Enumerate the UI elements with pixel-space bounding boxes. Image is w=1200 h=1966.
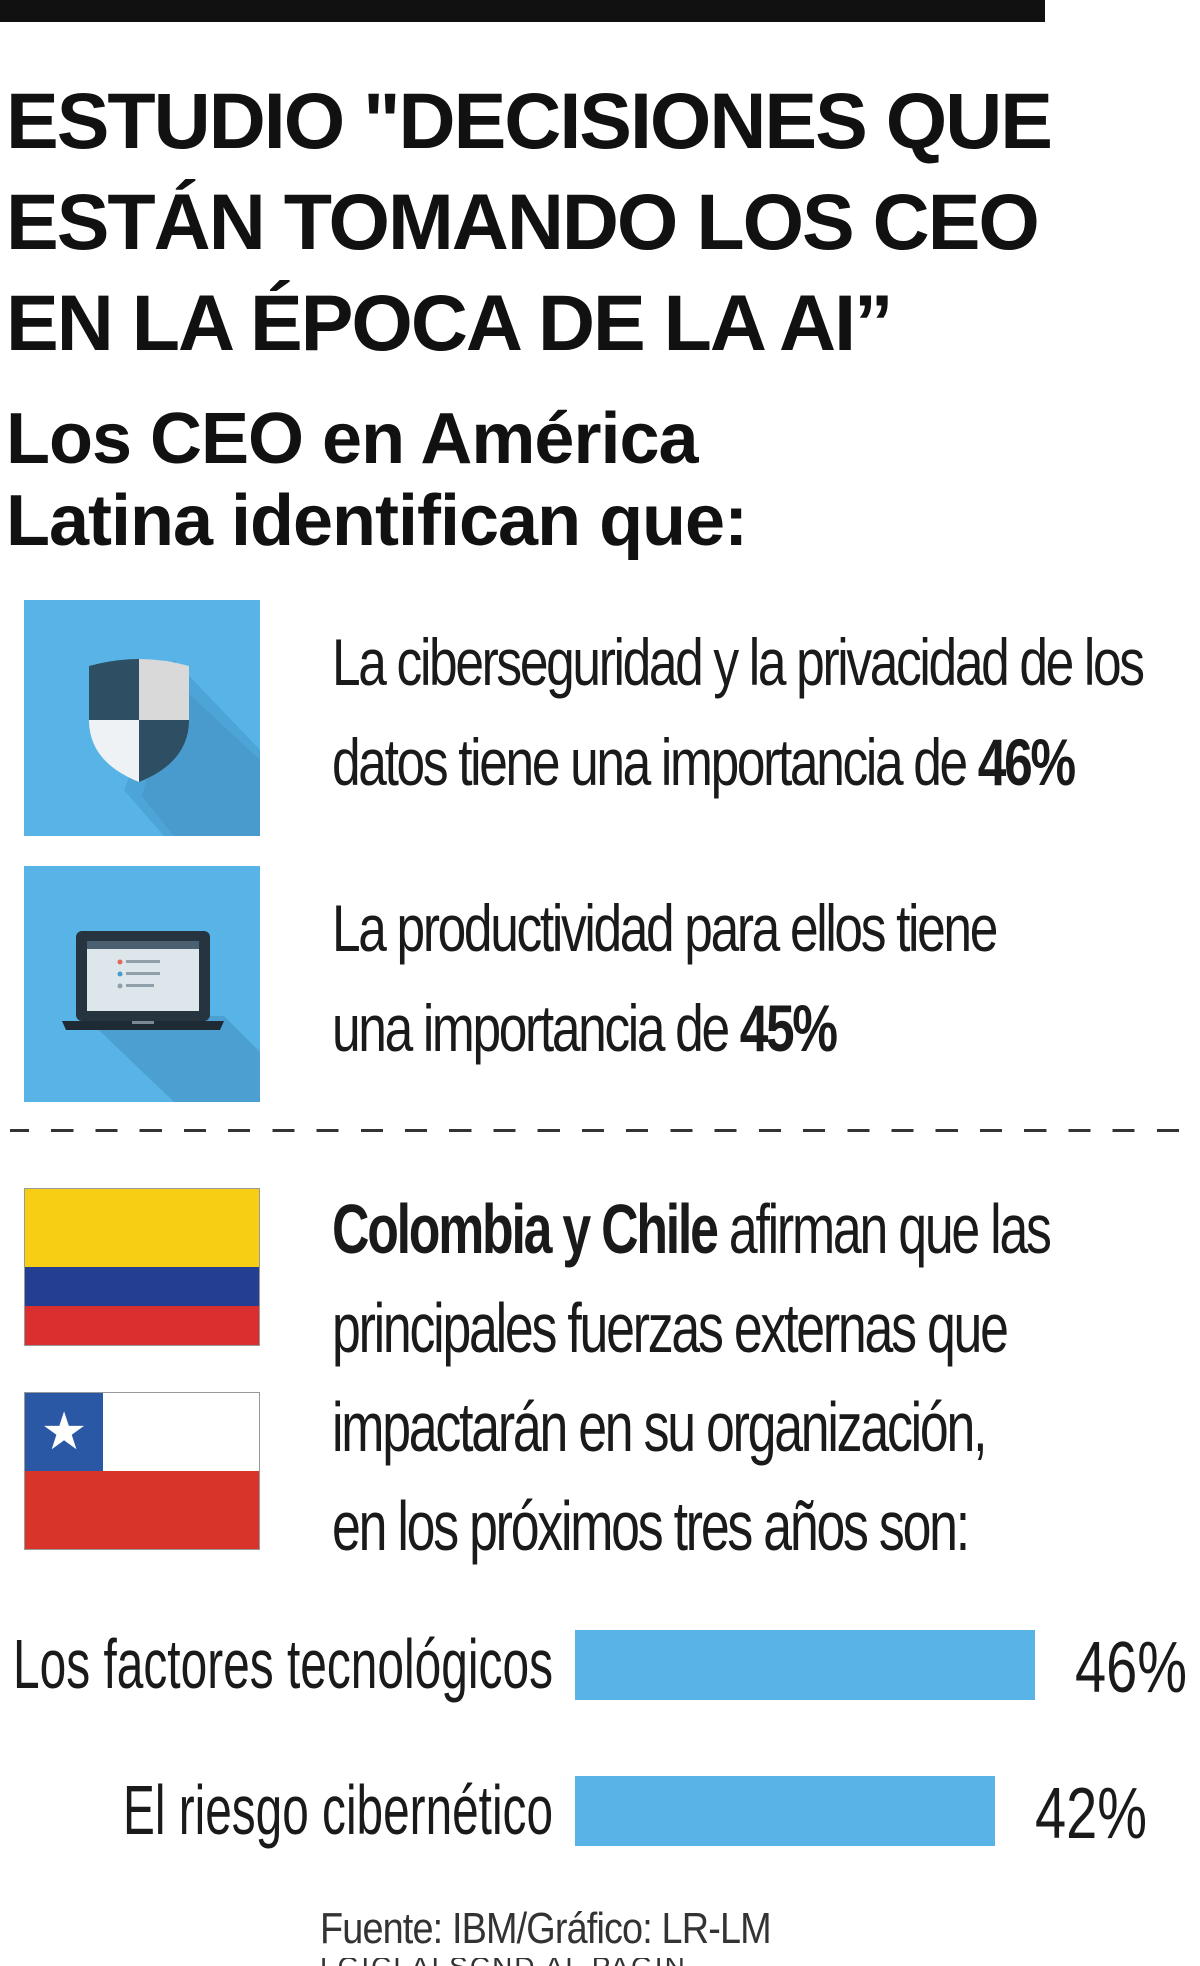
- subtitle-line: Los CEO en América: [6, 399, 699, 479]
- bar-chart: Los factores tecnológicos 46% El riesgo ci…: [13, 1625, 1187, 1854]
- stat-text: una importancia de: [332, 991, 740, 1065]
- stat-value: 46%: [977, 725, 1076, 799]
- countries-bold: Colombia y Chile: [332, 1190, 719, 1268]
- title-line: EN LA ÉPOCA DE LA AI”: [6, 278, 894, 367]
- page-title: ESTUDIO "DECISIONES QUE ESTÁN TOMANDO LO…: [6, 70, 1086, 373]
- colombia-flag: [24, 1188, 260, 1346]
- stat-cybersecurity: La ciberseguridad y la privacidad de los…: [332, 612, 1145, 812]
- chile-flag: ★: [24, 1392, 260, 1550]
- clipped-footer-text: LGICLALSCND AL PAGIN...: [320, 1958, 880, 1966]
- para-line: principales fuerzas externas que: [332, 1289, 1009, 1367]
- star-icon: ★: [40, 1402, 88, 1462]
- source-note: Fuente: IBM/Gráfico: LR-LM: [320, 1904, 772, 1953]
- stat-line: La productividad para ellos tiene: [332, 891, 998, 965]
- para-text: afirman que las: [716, 1190, 1052, 1268]
- stat-value: 45%: [739, 991, 838, 1065]
- subtitle-line: Latina identifican que:: [6, 481, 748, 561]
- stat-line: datos tiene una importancia de 46%: [332, 712, 1076, 812]
- shield-icon: [24, 600, 260, 836]
- title-line: ESTUDIO "DECISIONES QUE: [6, 76, 1053, 165]
- bar-category-label: Los factores tecnológicos: [13, 1625, 553, 1703]
- bar-category-label: El riesgo cibernético: [123, 1771, 553, 1849]
- subtitle: Los CEO en América Latina identifican qu…: [6, 398, 1106, 562]
- bar: [575, 1630, 1035, 1700]
- stat-productivity: La productividad para ellos tiene una im…: [332, 878, 1003, 1078]
- countries-paragraph: Colombia y Chile afirman que las princip…: [332, 1180, 1146, 1576]
- stat-line: La ciberseguridad y la privacidad de los: [332, 625, 1145, 699]
- stat-text: datos tiene una importancia de: [332, 725, 978, 799]
- para-line: impactarán en su organización,: [332, 1388, 987, 1466]
- laptop-icon: [24, 866, 260, 1102]
- bar: [575, 1776, 995, 1846]
- top-rule: [0, 0, 1045, 22]
- stat-line: una importancia de 45%: [332, 978, 1003, 1078]
- bar-value-label: 42%: [1035, 1774, 1147, 1854]
- title-line: ESTÁN TOMANDO LOS CEO: [6, 177, 1040, 266]
- para-line: Colombia y Chile afirman que las: [332, 1180, 1146, 1279]
- dashed-divider: [10, 1129, 1190, 1132]
- bar-value-label: 46%: [1075, 1628, 1187, 1708]
- para-line: en los próximos tres años son:: [332, 1487, 970, 1565]
